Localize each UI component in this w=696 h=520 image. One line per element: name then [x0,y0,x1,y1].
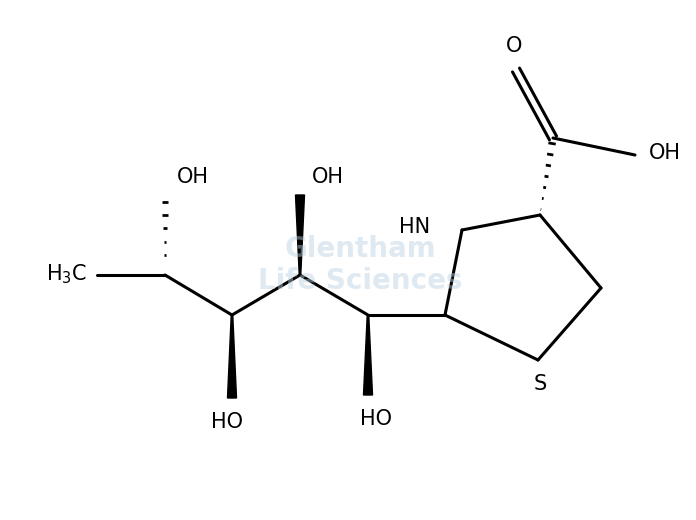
Text: HO: HO [360,409,392,429]
Text: O: O [506,36,522,56]
Text: H$_3$C: H$_3$C [46,262,87,286]
Text: HN: HN [399,217,430,237]
Text: Glentham
Life Sciences: Glentham Life Sciences [258,235,462,295]
Text: HO: HO [211,412,243,432]
Text: OH: OH [649,143,681,163]
Polygon shape [296,195,305,275]
Polygon shape [228,315,237,398]
Text: OH: OH [177,167,209,187]
Text: S: S [533,374,546,394]
Text: OH: OH [312,167,344,187]
Polygon shape [363,315,372,395]
